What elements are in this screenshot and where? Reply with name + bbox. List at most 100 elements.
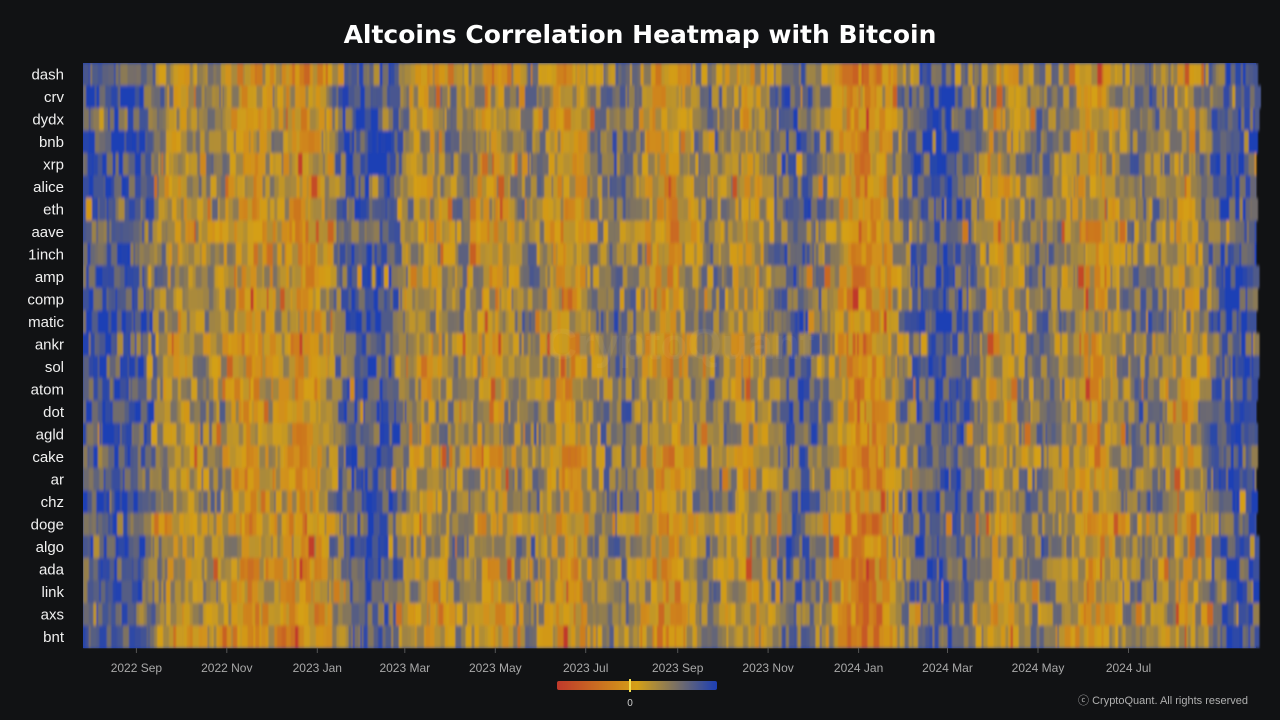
heatmap-cell-bnb (171, 130, 178, 154)
heatmap-cell-aave (1169, 220, 1173, 244)
heatmap-cell-1inch (760, 243, 765, 266)
heatmap-cell-ankr (407, 333, 415, 356)
heatmap-cell-comp (387, 288, 390, 311)
heatmap-cell-dash (237, 63, 244, 86)
heatmap-cell-ankr (173, 333, 179, 356)
heatmap-cell-sol (421, 355, 428, 379)
heatmap-cell-dydx (754, 108, 757, 131)
heatmap-cell-alice (616, 175, 622, 199)
heatmap-cell-dydx (604, 108, 608, 131)
heatmap-cell-ankr (674, 333, 679, 356)
heatmap-cell-xrp (956, 153, 963, 176)
heatmap-cell-bnb (385, 130, 393, 154)
heatmap-cell-dot (170, 400, 178, 424)
heatmap-cell-1inch (470, 243, 477, 266)
heatmap-cell-1inch (566, 243, 572, 266)
heatmap-cell-amp (971, 265, 975, 289)
heatmap-cell-crv (83, 85, 87, 109)
heatmap-cell-eth (1245, 198, 1251, 221)
heatmap-cell-matic (415, 310, 419, 334)
heatmap-cell-dydx (941, 108, 946, 131)
heatmap-cell-aave (272, 220, 277, 244)
heatmap-cell-sol (741, 355, 744, 379)
heatmap-cell-matic (910, 310, 918, 334)
heatmap-cell-aave (1134, 220, 1140, 244)
heatmap-cell-crv (1115, 85, 1122, 109)
heatmap-cell-dydx (498, 108, 505, 131)
heatmap-cell-ankr (920, 333, 928, 356)
heatmap-cell-eth (622, 198, 627, 221)
heatmap-cell-xrp (398, 153, 403, 176)
heatmap-cell-comp (630, 288, 637, 311)
heatmap-cell-dydx (750, 108, 753, 131)
heatmap-cell-dash (1085, 63, 1092, 86)
heatmap-cell-alice (963, 175, 966, 199)
heatmap-cell-dydx (556, 108, 560, 131)
heatmap-cell-eth (112, 198, 117, 221)
heatmap-cell-eth (517, 198, 523, 221)
heatmap-cell-aave (781, 220, 788, 244)
heatmap-cell-matic (495, 310, 498, 334)
heatmap-cell-alice (477, 175, 483, 199)
heatmap-cell-amp (256, 265, 264, 289)
heatmap-cell-dash (462, 63, 465, 86)
heatmap-cell-crv (1040, 85, 1044, 109)
heatmap-cell-ankr (481, 333, 486, 356)
heatmap-cell-bnb (874, 130, 880, 154)
heatmap-cell-comp (871, 288, 874, 311)
heatmap-cell-crv (231, 85, 234, 109)
heatmap-cell-comp (280, 288, 286, 311)
heatmap-cell-comp (326, 288, 330, 311)
heatmap-cell-aave (655, 220, 662, 244)
heatmap-cell-ankr (738, 333, 745, 356)
heatmap-cell-dydx (278, 108, 284, 131)
heatmap-cell-eth (642, 198, 648, 221)
heatmap-cell-sol (238, 355, 244, 379)
heatmap-cell-amp (579, 265, 587, 289)
heatmap-cell-crv (452, 85, 455, 109)
heatmap-cell-1inch (731, 243, 738, 266)
heatmap-cell-bnb (1220, 130, 1227, 154)
heatmap-cell-dash (1045, 63, 1052, 86)
heatmap-cell-bnb (335, 130, 339, 154)
heatmap-cell-1inch (428, 243, 436, 266)
heatmap-cell-sol (1207, 355, 1211, 379)
heatmap-cell-crv (167, 85, 170, 109)
heatmap-cell-aave (585, 220, 591, 244)
heatmap-cell-atom (535, 378, 542, 401)
heatmap-cell-ankr (189, 333, 195, 356)
heatmap-cell-1inch (1125, 243, 1128, 266)
heatmap-cell-matic (1177, 310, 1184, 334)
heatmap-cell-bnb (249, 130, 252, 154)
heatmap-cell-matic (852, 310, 855, 334)
heatmap-cell-crv (858, 85, 861, 109)
heatmap-cell-eth (738, 198, 743, 221)
heatmap-cell-alice (839, 175, 842, 199)
heatmap-cell-aave (563, 220, 570, 244)
heatmap-cell-aave (1229, 220, 1236, 244)
heatmap-cell-ankr (673, 333, 676, 356)
heatmap-cell-dydx (759, 108, 766, 131)
heatmap-cell-ankr (950, 333, 953, 356)
heatmap-cell-ankr (115, 333, 118, 356)
heatmap-cell-dydx (505, 108, 510, 131)
heatmap-cell-eth (820, 198, 827, 221)
heatmap-cell-xrp (335, 153, 342, 176)
heatmap-cell-bnb (490, 130, 498, 154)
heatmap-cell-dydx (895, 108, 898, 131)
heatmap-cell-matic (302, 310, 305, 334)
heatmap-cell-alice (590, 175, 593, 199)
heatmap-cell-ankr (88, 333, 92, 356)
heatmap-cell-xrp (140, 153, 146, 176)
heatmap-cell-eth (726, 198, 731, 221)
heatmap-cell-atom (1190, 378, 1195, 401)
heatmap-cell-dash (952, 63, 956, 86)
heatmap-cell-comp (499, 288, 502, 311)
heatmap-cell-ankr (855, 333, 858, 356)
heatmap-cell-alice (1095, 175, 1101, 199)
heatmap-cell-atom (1159, 378, 1165, 401)
heatmap-cell-1inch (1202, 243, 1210, 266)
heatmap-cell-dydx (701, 108, 708, 131)
heatmap-cell-aave (287, 220, 290, 244)
